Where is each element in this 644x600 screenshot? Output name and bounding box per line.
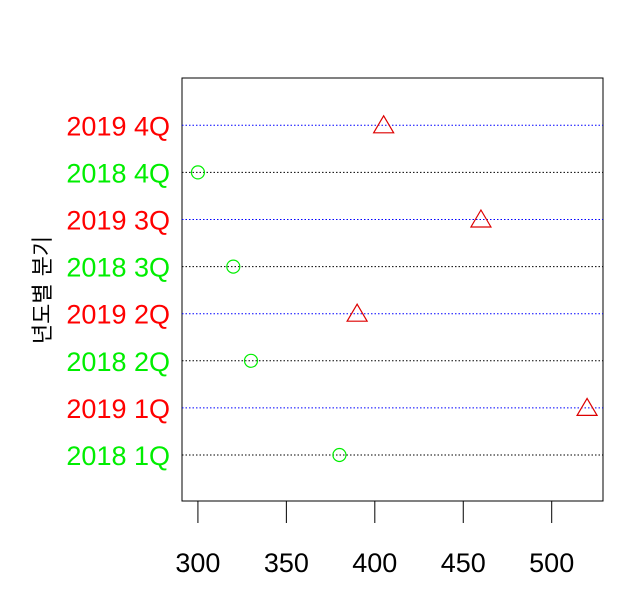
category-label: 2019 4Q xyxy=(66,111,170,141)
category-label: 2018 1Q xyxy=(66,441,170,471)
category-label: 2019 2Q xyxy=(66,300,170,330)
category-label: 2018 3Q xyxy=(66,253,170,283)
category-label: 2018 2Q xyxy=(66,347,170,377)
plot-box xyxy=(181,77,604,502)
x-axis: 300 350 400 450 500 xyxy=(175,500,574,578)
data-point-triangle xyxy=(372,114,395,134)
x-tick-label: 500 xyxy=(529,548,574,578)
data-point-circle xyxy=(243,353,259,368)
category-label: 2019 1Q xyxy=(66,394,170,424)
y-axis-label: 년도별 분기 xyxy=(31,236,56,344)
gridlines xyxy=(182,124,603,456)
data-point-triangle xyxy=(469,208,492,228)
data-point-circle xyxy=(226,259,241,274)
category-label: 2018 4Q xyxy=(66,158,170,188)
data-point-triangle xyxy=(346,303,369,322)
x-tick-label: 400 xyxy=(352,548,397,578)
data-point-circle xyxy=(190,165,206,180)
data-point-triangle xyxy=(576,397,599,416)
x-tick-label: 450 xyxy=(441,548,486,578)
data-points xyxy=(190,114,599,463)
category-label: 2019 3Q xyxy=(66,206,170,236)
data-point-circle xyxy=(332,447,347,463)
category-labels: 2018 1Q 2019 1Q 2018 2Q 2019 2Q 2018 3Q 2019 … xyxy=(66,111,170,471)
x-tick-label: 300 xyxy=(175,548,220,578)
x-tick-label: 350 xyxy=(264,548,309,578)
